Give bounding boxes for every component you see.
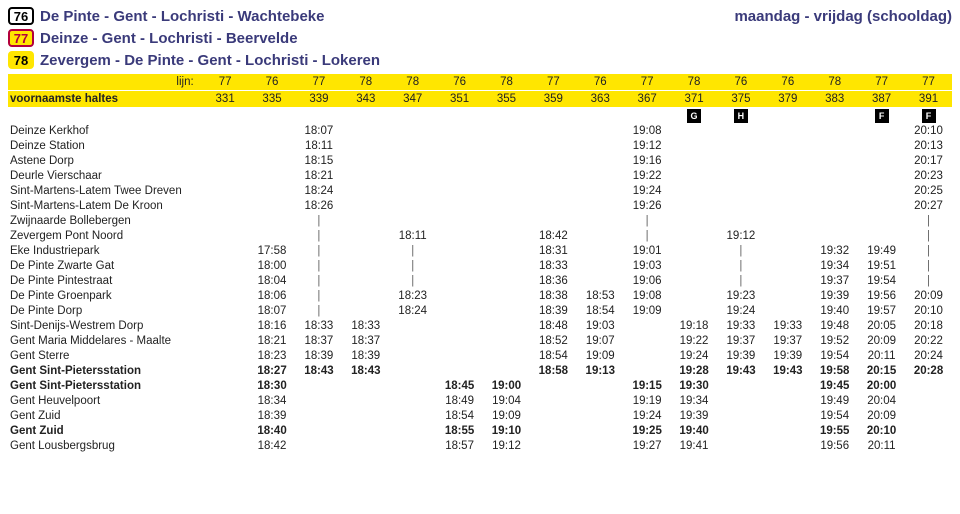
- timetable-row: De Pinte Pintestraat18:04||18:3619:06|19…: [8, 273, 952, 288]
- stop-name: Gent Zuid: [8, 408, 202, 423]
- timetable-row: Gent Sterre18:2318:3918:3918:5419:0919:2…: [8, 348, 952, 363]
- timetable-row: Astene Dorp18:1519:1620:17: [8, 153, 952, 168]
- timetable-row: Zwijnaarde Bollebergen|||: [8, 213, 952, 228]
- timetable-row: Gent Lousbergsbrug18:4218:5719:1219:2719…: [8, 438, 952, 453]
- stop-name: Zwijnaarde Bollebergen: [8, 213, 202, 228]
- stop-name: Gent Heuvelpoort: [8, 393, 202, 408]
- stop-name: De Pinte Groenpark: [8, 288, 202, 303]
- timetable-row: Deinze Station18:1119:1220:13: [8, 138, 952, 153]
- timetable-row: De Pinte Dorp18:07|18:2418:3918:5419:091…: [8, 303, 952, 318]
- day-label: maandag - vrijdag (schooldag): [734, 8, 952, 25]
- timetable-row: Gent Zuid18:3918:5419:0919:2419:3919:542…: [8, 408, 952, 423]
- note-F: F: [875, 109, 889, 123]
- timetable-row: De Pinte Groenpark18:06|18:2318:3818:531…: [8, 288, 952, 303]
- route-row: 77 Deinze - Gent - Lochristi - Beervelde: [8, 28, 952, 48]
- notes-row: GHFF: [8, 108, 952, 123]
- stop-name: Deinze Kerkhof: [8, 123, 202, 138]
- stop-name: Zevergem Pont Noord: [8, 228, 202, 243]
- stop-name: Gent Lousbergsbrug: [8, 438, 202, 453]
- stop-name: De Pinte Dorp: [8, 303, 202, 318]
- timetable: Deinze Kerkhof18:0719:0820:10Deinze Stat…: [8, 123, 952, 453]
- stop-name: Astene Dorp: [8, 153, 202, 168]
- route-row: 76 De Pinte - Gent - Lochristi - Wachtebe…: [8, 6, 952, 26]
- timetable-row: Gent Sint-Pietersstation18:3018:4519:001…: [8, 378, 952, 393]
- timetable-row: Sint-Denijs-Westrem Dorp18:1618:3318:331…: [8, 318, 952, 333]
- stop-name: Gent Sint-Pietersstation: [8, 378, 202, 393]
- timetable-row: De Pinte Zwarte Gat18:00||18:3319:03|19:…: [8, 258, 952, 273]
- route-name: Deinze - Gent - Lochristi - Beervelde: [40, 30, 298, 47]
- timetable-row: Eke Industriepark17:58||18:3119:01|19:32…: [8, 243, 952, 258]
- stop-name: Gent Sterre: [8, 348, 202, 363]
- stop-name: Gent Zuid: [8, 423, 202, 438]
- timetable-row: Sint-Martens-Latem De Kroon18:2619:2620:…: [8, 198, 952, 213]
- timetable-row: Zevergem Pont Noord|18:1118:42|19:12|: [8, 228, 952, 243]
- route-header: 76 De Pinte - Gent - Lochristi - Wachtebe…: [8, 6, 952, 70]
- timetable-row: Sint-Martens-Latem Twee Dreven18:2419:24…: [8, 183, 952, 198]
- stop-name: [8, 108, 202, 123]
- stop-name: De Pinte Pintestraat: [8, 273, 202, 288]
- stop-name: Deinze Station: [8, 138, 202, 153]
- route-badge-78: 78: [8, 51, 34, 69]
- stop-name: Gent Maria Middelares - Maalte: [8, 333, 202, 348]
- note-F: F: [922, 109, 936, 123]
- stop-name: Gent Sint-Pietersstation: [8, 363, 202, 378]
- stop-name: Eke Industriepark: [8, 243, 202, 258]
- route-badge-77: 77: [8, 29, 34, 47]
- stop-name: Sint-Denijs-Westrem Dorp: [8, 318, 202, 333]
- route-row: 78 Zevergem - De Pinte - Gent - Lochristi…: [8, 50, 952, 70]
- route-badge-76: 76: [8, 7, 34, 25]
- note-H: H: [734, 109, 748, 123]
- timetable-row: Gent Sint-Pietersstation18:2718:4318:431…: [8, 363, 952, 378]
- note-G: G: [687, 109, 701, 123]
- stop-name: Sint-Martens-Latem Twee Dreven: [8, 183, 202, 198]
- timetable-row: Gent Maria Middelares - Maalte18:2118:37…: [8, 333, 952, 348]
- trip-row: voornaamste haltes3313353393433473513553…: [8, 91, 952, 107]
- stop-name: Deurle Vierschaar: [8, 168, 202, 183]
- haltes-label: voornaamste haltes: [8, 92, 202, 107]
- lijn-row: lijn:77767778787678777677787676787777: [8, 74, 952, 90]
- timetable-row: Deinze Kerkhof18:0719:0820:10: [8, 123, 952, 138]
- timetable-row: Gent Zuid18:4018:5519:1019:2519:4019:552…: [8, 423, 952, 438]
- stop-name: De Pinte Zwarte Gat: [8, 258, 202, 273]
- route-name: Zevergem - De Pinte - Gent - Lochristi -…: [40, 52, 380, 69]
- timetable-row: Deurle Vierschaar18:2119:2220:23: [8, 168, 952, 183]
- route-name: De Pinte - Gent - Lochristi - Wachtebeke: [40, 8, 325, 25]
- timetable-row: Gent Heuvelpoort18:3418:4919:0419:1919:3…: [8, 393, 952, 408]
- stop-name: Sint-Martens-Latem De Kroon: [8, 198, 202, 213]
- lijn-label: lijn:: [8, 75, 202, 90]
